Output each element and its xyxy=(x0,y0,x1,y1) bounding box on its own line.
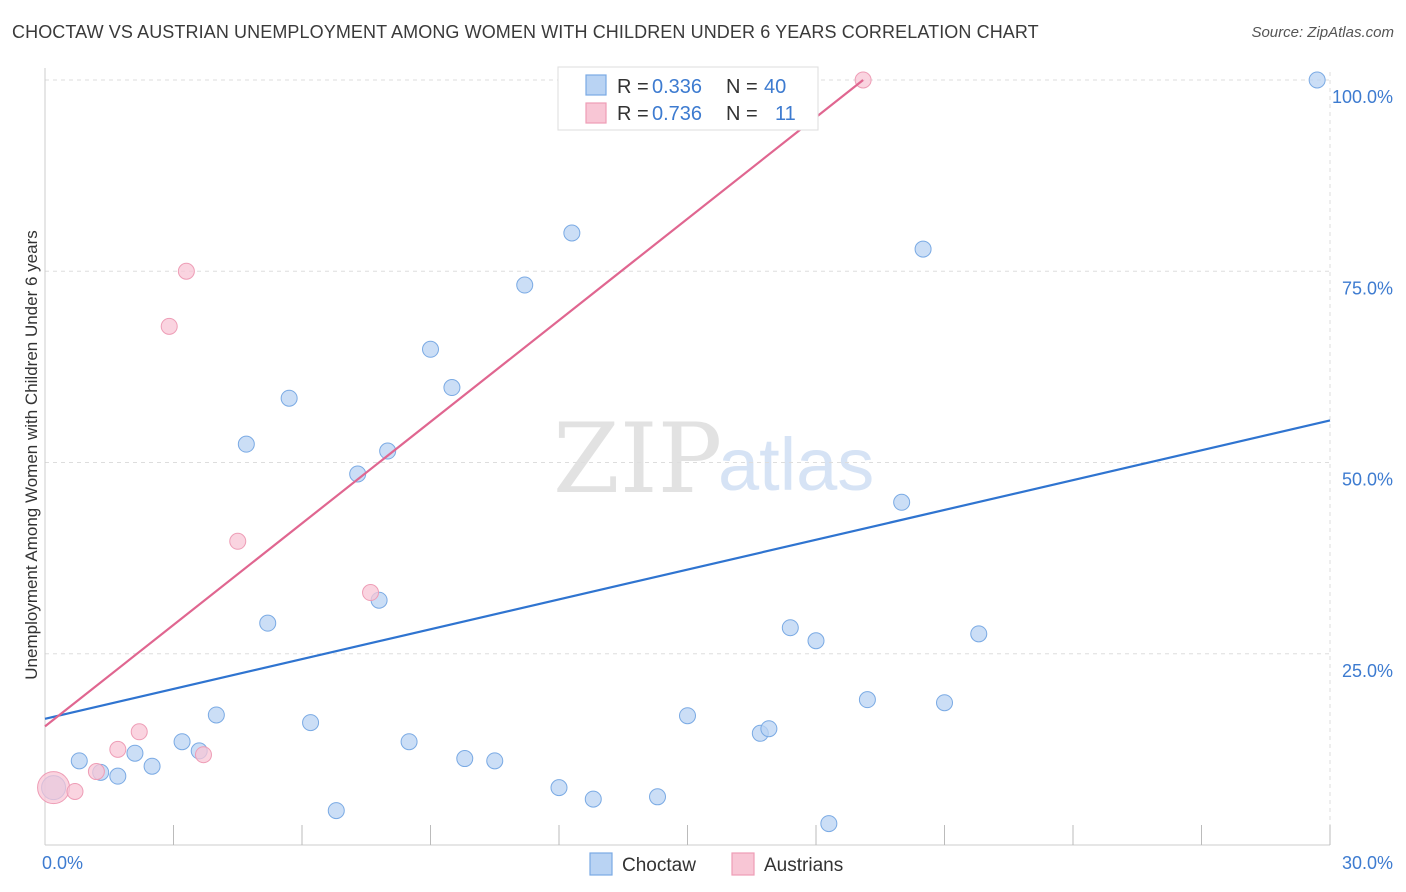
x-tick-labels: 0.0% 30.0% xyxy=(42,853,1393,873)
y-tick-label: 100.0% xyxy=(1332,87,1393,107)
legend-n-value-austrians: 11 xyxy=(775,103,796,125)
choctaw-point xyxy=(679,707,696,725)
choctaw-point xyxy=(173,733,191,751)
choctaw-point xyxy=(858,691,876,709)
austrians-points xyxy=(37,71,872,805)
choctaw-point xyxy=(893,493,911,511)
bottom-legend-label-austrians: Austrians xyxy=(764,855,843,876)
y-tick-label: 25.0% xyxy=(1342,661,1393,681)
choctaw-point xyxy=(781,619,799,637)
choctaw-point xyxy=(516,276,534,294)
legend-r-value-austrians: 0.736 xyxy=(652,103,702,125)
choctaw-point xyxy=(70,752,88,770)
legend-r-label-choctaw: R = xyxy=(617,76,649,98)
legend-n-value-choctaw: 40 xyxy=(764,76,786,98)
austrians-point xyxy=(194,746,212,764)
choctaw-point xyxy=(400,733,418,751)
choctaw-point xyxy=(207,706,225,724)
bottom-legend-swatch-austrians xyxy=(731,852,755,876)
x-tick-label: 30.0% xyxy=(1342,853,1393,873)
series-legend: Choctaw Austrians xyxy=(589,852,843,876)
x-tick-label: 0.0% xyxy=(42,853,83,873)
correlation-legend: R = 0.336 N = 40 R = 0.736 N = 11 xyxy=(557,66,819,131)
austrians-point xyxy=(362,584,380,602)
austrians-point xyxy=(130,723,148,741)
choctaw-point xyxy=(550,779,568,797)
bottom-legend-swatch-choctaw xyxy=(589,852,613,876)
austrians-point xyxy=(37,771,71,805)
choctaw-point xyxy=(259,614,277,632)
choctaw-trend-line xyxy=(44,419,1331,720)
legend-r-label-austrians: R = xyxy=(617,103,649,125)
choctaw-point xyxy=(970,625,988,643)
choctaw-point xyxy=(1308,71,1326,89)
choctaw-point xyxy=(443,379,461,397)
axes xyxy=(44,68,1331,846)
choctaw-point xyxy=(422,340,439,358)
austrians-point xyxy=(66,782,84,800)
y-tick-labels: 25.0% 50.0% 75.0% 100.0% xyxy=(1332,87,1393,681)
choctaw-point xyxy=(456,750,474,768)
austrians-point xyxy=(229,532,247,550)
choctaw-point xyxy=(486,752,504,770)
austrians-point xyxy=(177,262,195,280)
watermark-atlas: atlas xyxy=(718,423,874,506)
choctaw-point xyxy=(807,632,825,650)
choctaw-point xyxy=(584,790,602,808)
y-tick-label: 50.0% xyxy=(1342,470,1393,490)
choctaw-point xyxy=(649,788,667,806)
austrians-point xyxy=(109,740,127,758)
choctaw-point xyxy=(760,720,778,738)
choctaw-point xyxy=(143,757,161,775)
choctaw-point xyxy=(280,389,298,407)
chart-title: CHOCTAW VS AUSTRIAN UNEMPLOYMENT AMONG W… xyxy=(12,22,1039,42)
choctaw-point xyxy=(936,694,953,712)
austrians-point xyxy=(87,763,105,781)
choctaw-point xyxy=(109,767,127,785)
austrians-trend-line xyxy=(44,79,864,728)
y-tick-label: 75.0% xyxy=(1342,278,1393,298)
choctaw-point xyxy=(302,714,320,732)
bottom-legend-label-choctaw: Choctaw xyxy=(622,855,696,876)
choctaw-point xyxy=(820,815,838,833)
choctaw-point xyxy=(379,442,397,460)
choctaw-point xyxy=(237,435,255,453)
trend-lines xyxy=(44,79,1331,728)
legend-n-label-austrians: N = xyxy=(726,103,758,125)
source-label: Source: ZipAtlas.com xyxy=(1251,24,1394,41)
austrians-point xyxy=(160,317,178,335)
choctaw-point xyxy=(327,802,345,820)
choctaw-point xyxy=(914,240,932,258)
choctaw-point xyxy=(563,224,581,242)
watermark-zip: ZIP xyxy=(553,403,722,515)
legend-r-value-choctaw: 0.336 xyxy=(652,76,702,98)
y-axis-label: Unemployment Among Women with Children U… xyxy=(22,230,41,679)
legend-n-label-choctaw: N = xyxy=(726,76,758,98)
legend-swatch-choctaw xyxy=(585,74,607,96)
legend-swatch-austrians xyxy=(585,102,607,124)
choctaw-point xyxy=(126,744,144,762)
